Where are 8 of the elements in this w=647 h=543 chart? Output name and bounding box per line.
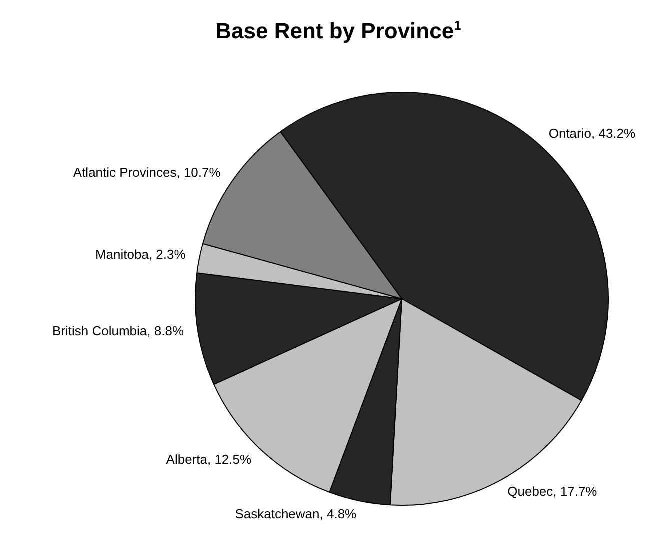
slice-label: British Columbia, 8.8% [52, 324, 184, 339]
slice-label: Quebec, 17.7% [508, 484, 598, 500]
slice-label: Alberta, 12.5% [166, 452, 252, 467]
slice-label: Manitoba, 2.3% [95, 247, 186, 262]
slice-label: Atlantic Provinces, 10.7% [73, 164, 222, 180]
slice-label: Saskatchewan, 4.8% [235, 506, 358, 522]
chart-title: Base Rent by Province$^{1}$ [214, 17, 462, 44]
slice-label: Ontario, 43.2% [548, 126, 636, 142]
